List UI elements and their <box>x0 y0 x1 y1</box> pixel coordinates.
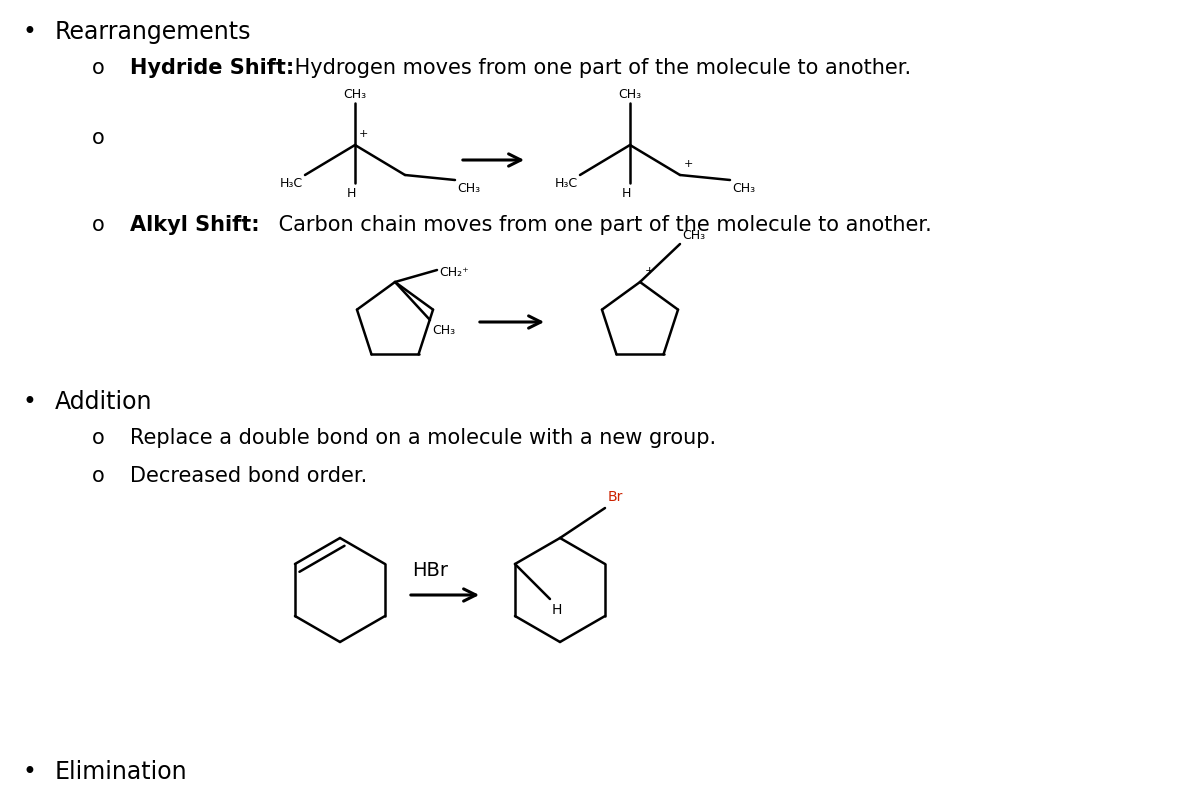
Text: HBr: HBr <box>412 561 448 580</box>
Text: Br: Br <box>608 490 623 504</box>
Text: •: • <box>22 760 36 784</box>
Text: CH₃: CH₃ <box>682 229 706 242</box>
Text: o: o <box>92 466 104 486</box>
Text: o: o <box>92 58 104 78</box>
Text: H: H <box>347 187 355 200</box>
Text: Elimination: Elimination <box>55 760 187 784</box>
Text: Rearrangements: Rearrangements <box>55 20 252 44</box>
Text: Hydrogen moves from one part of the molecule to another.: Hydrogen moves from one part of the mole… <box>288 58 911 78</box>
Text: CH₂⁺: CH₂⁺ <box>439 266 469 279</box>
Text: H: H <box>622 187 631 200</box>
Text: Decreased bond order.: Decreased bond order. <box>130 466 367 486</box>
Text: CH₃: CH₃ <box>432 324 455 337</box>
Text: •: • <box>22 20 36 44</box>
Text: Replace a double bond on a molecule with a new group.: Replace a double bond on a molecule with… <box>130 428 716 448</box>
Text: CH₃: CH₃ <box>618 88 641 101</box>
Text: Carbon chain moves from one part of the molecule to another.: Carbon chain moves from one part of the … <box>272 215 931 235</box>
Text: o: o <box>92 428 104 448</box>
Text: CH₃: CH₃ <box>457 182 480 195</box>
Text: H₃C: H₃C <box>280 177 302 190</box>
Text: Hydride Shift:: Hydride Shift: <box>130 58 294 78</box>
Text: H: H <box>552 603 563 617</box>
Text: +: + <box>684 159 694 169</box>
Text: o: o <box>92 128 104 148</box>
Text: o: o <box>92 215 104 235</box>
Text: +: + <box>646 266 654 276</box>
Text: CH₃: CH₃ <box>343 88 366 101</box>
Text: Alkyl Shift:: Alkyl Shift: <box>130 215 259 235</box>
Text: H₃C: H₃C <box>554 177 578 190</box>
Text: CH₃: CH₃ <box>732 182 755 195</box>
Text: Addition: Addition <box>55 390 152 414</box>
Text: +: + <box>359 129 368 139</box>
Text: •: • <box>22 390 36 414</box>
